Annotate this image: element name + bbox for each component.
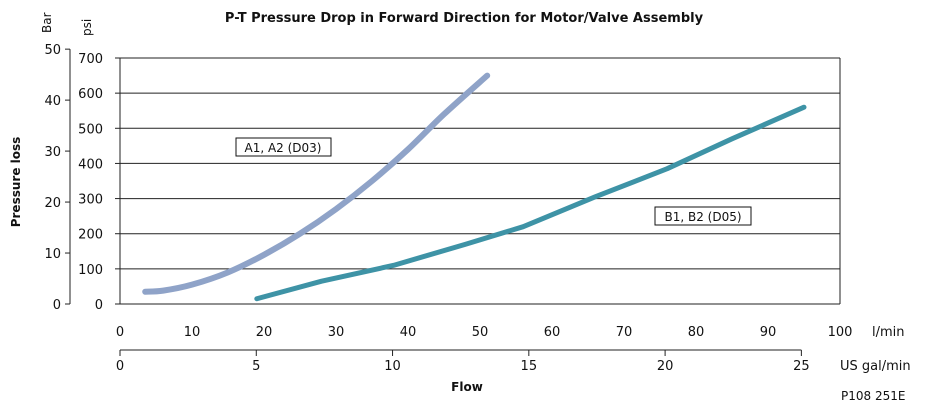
bar-tick-label: 0 [53, 298, 61, 313]
psi-tick-label: 100 [78, 263, 103, 278]
lmin-tick-label: 40 [400, 325, 417, 340]
psi-tick-label: 600 [78, 87, 103, 102]
series-line-a1-a2 [142, 72, 491, 295]
lmin-tick-label: 100 [828, 325, 853, 340]
usgal-tick-label: 15 [521, 359, 538, 374]
psi-tick-label: 200 [78, 228, 103, 243]
series-line-b1-b2 [254, 104, 807, 302]
bar-tick-label: 30 [44, 145, 61, 160]
x-unit-usgal: US gal/min [840, 359, 911, 374]
psi-tick-label: 300 [78, 193, 103, 208]
lmin-tick-label: 70 [616, 325, 633, 340]
lmin-tick-label: 20 [256, 325, 273, 340]
y-unit-psi: psi [80, 19, 94, 36]
x-unit-lmin: l/min [872, 325, 905, 340]
series-b-label-box [654, 206, 752, 226]
usgal-tick-label: 10 [384, 359, 401, 374]
lmin-tick-label: 80 [688, 325, 705, 340]
lmin-tick-label: 30 [328, 325, 345, 340]
psi-tick-label: 500 [78, 122, 103, 137]
usgal-tick-label: 25 [793, 359, 810, 374]
series-a-label: A1, A2 (D03) [244, 141, 321, 155]
x-axis-label: Flow [451, 380, 483, 394]
psi-tick-label: 400 [78, 157, 103, 172]
psi-tick-label: 0 [95, 298, 103, 313]
bar-tick-label: 20 [44, 196, 61, 211]
lmin-tick-label: 50 [472, 325, 489, 340]
y-axis-label: Pressure loss [9, 137, 23, 228]
bar-tick-label: 40 [44, 94, 61, 109]
psi-tick-label: 700 [78, 52, 103, 67]
usgal-tick-label: 20 [657, 359, 674, 374]
usgal-tick-label: 5 [252, 359, 260, 374]
series-lines [142, 72, 807, 302]
bar-tick-label: 50 [44, 43, 61, 58]
lmin-tick-label: 60 [544, 325, 561, 340]
chart-title: P-T Pressure Drop in Forward Direction f… [225, 11, 704, 26]
gridlines [120, 57, 840, 270]
lmin-tick-label: 90 [760, 325, 777, 340]
lmin-tick-label: 10 [184, 325, 201, 340]
series-a-label-box [235, 137, 332, 157]
series-b-label: B1, B2 (D05) [664, 210, 741, 224]
y-unit-bar: Bar [40, 12, 54, 33]
lmin-tick-label: 0 [116, 325, 124, 340]
figure-code: P108 251E [841, 389, 905, 403]
usgal-tick-label: 0 [116, 359, 124, 374]
bar-tick-label: 10 [44, 247, 61, 262]
